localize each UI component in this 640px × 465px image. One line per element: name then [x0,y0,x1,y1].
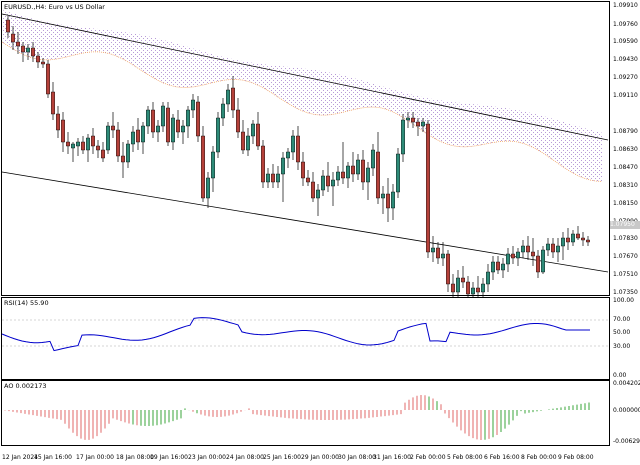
ichimoku-cloud [2,10,602,182]
rsi-axis-label: 50.00 [613,329,631,336]
price-axis-label: 1.07350 [613,289,638,296]
price-axis-label: 1.08310 [613,182,638,189]
ao-pane[interactable]: AO 0.002173 [1,380,610,446]
symbol-title: EURUSD.,H4: Euro vs US Dollar [4,3,105,11]
time-axis-label: 6 Feb 16:00 [484,454,520,461]
price-axis-label: 1.09910 [613,2,638,9]
ao-axis-label: 0.004202 [613,380,640,387]
time-axis-label: 12 Jan 2024 [2,454,38,461]
price-axis-label: 1.09430 [613,56,638,63]
price-axis-label: 1.07830 [613,235,638,242]
time-axis-label: 17 Jan 00:00 [76,454,114,461]
price-axis-label: 1.09270 [613,74,638,81]
rsi-pane[interactable]: RSI(14) 55.90 [1,297,610,380]
time-axis-label: 24 Jan 08:00 [226,454,264,461]
time-axis-label: 23 Jan 00:00 [188,454,226,461]
time-axis-label: 18 Jan 08:00 [116,454,154,461]
price-axis-label: 1.08470 [613,164,638,171]
time-axis-label: 5 Feb 08:00 [447,454,483,461]
candlestick-chart [1,10,609,300]
price-axis-label: 1.07670 [613,253,638,260]
rsi-axis-label: 0.00 [613,372,627,379]
rsi-line [1,317,590,352]
time-axis-label: 19 Jan 16:00 [150,454,188,461]
rsi-axis-label: 70.00 [613,316,631,323]
channel-upper-line [1,13,609,141]
time-axis-label: 29 Jan 00:00 [301,454,339,461]
price-axis-label: 1.08790 [613,128,638,135]
price-axis-label: 1.08630 [613,146,638,153]
awesome-oscillator-histogram [4,395,590,440]
price-axis-label: 1.09590 [613,38,638,45]
price-axis-label: 1.07510 [613,271,638,278]
time-axis-label: 8 Feb 00:00 [521,454,557,461]
rsi-axis-label: 30.00 [613,343,631,350]
time-axis-label: 15 Jan 16:00 [34,454,72,461]
rsi-line-chart [1,317,609,352]
rsi-label: RSI(14) 55.90 [4,299,49,307]
rsi-axis-label: 100.00 [613,297,634,304]
time-axis-label: 25 Jan 16:00 [263,454,301,461]
time-axis-label: 2 Feb 00:00 [410,454,446,461]
price-chart-pane[interactable]: EURUSD.,H4: Euro vs US Dollar [1,1,610,300]
time-axis-label: 30 Jan 08:00 [338,454,376,461]
ao-axis-label: 0.000000 [613,407,640,414]
price-axis-label: 1.09760 [613,21,638,28]
current-price-tag: 1.07950 [610,221,640,229]
time-axis-label: 31 Jan 16:00 [373,454,411,461]
ao-label: AO 0.002173 [4,382,47,390]
price-axis-label: 1.09110 [613,92,638,99]
time-axis-label: 9 Feb 08:00 [558,454,594,461]
ao-axis-label: -0.006290 [613,438,640,445]
price-axis-label: 1.08150 [613,200,638,207]
